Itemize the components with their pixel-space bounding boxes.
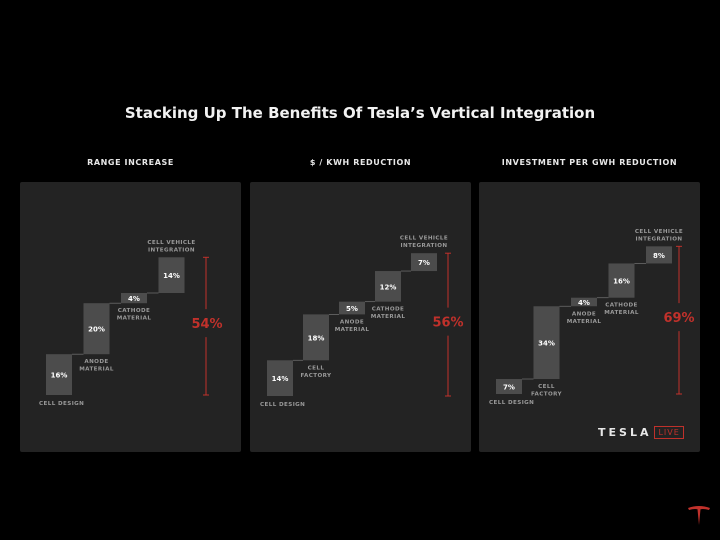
category-label-line: MATERIAL: [604, 310, 639, 316]
category-label-line: MATERIAL: [567, 319, 602, 325]
category-label-line: ANODE: [340, 319, 364, 325]
bar-value-label: 5%: [346, 305, 358, 313]
category-label-line: ANODE: [84, 359, 108, 365]
category-label-line: CELL: [538, 384, 555, 390]
category-label: CELL DESIGN: [260, 402, 305, 408]
category-label-line: INTEGRATION: [148, 247, 195, 253]
category-label-line: CELL VEHICLE: [147, 240, 195, 246]
bar-value-label: 16%: [613, 278, 630, 286]
total-label: 56%: [432, 316, 463, 331]
bar-value-label: 14%: [272, 375, 289, 383]
waterfall-bar: [339, 301, 365, 315]
category-label: CELL FACTORY: [300, 365, 332, 379]
category-label: CELL VEHICLE INTEGRATION: [635, 229, 683, 243]
live-badge: LIVE: [654, 425, 684, 439]
waterfall-bar: [121, 293, 147, 304]
category-label: CELL FACTORY: [531, 384, 563, 398]
bar-value-label: 14%: [163, 272, 180, 280]
chart-panel-kwh: 14% CELL DESIGN 18% CELL FACTORY 5% ANODE MATER…: [250, 182, 471, 452]
bar-value-label: 20%: [88, 326, 105, 334]
category-label-line: CELL: [308, 365, 325, 371]
waterfall-bar: [375, 271, 401, 302]
category-label: CELL DESIGN: [39, 401, 84, 407]
tesla-t-icon: [688, 506, 710, 525]
category-label-line: FACTORY: [300, 373, 332, 379]
waterfall-bar: [571, 297, 597, 307]
waterfall-bar: [533, 306, 560, 380]
bar-value-label: 4%: [578, 299, 590, 307]
category-label-line: INTEGRATION: [401, 243, 448, 249]
category-label: CATHODE MATERIAL: [117, 308, 152, 322]
category-label: CATHODE MATERIAL: [604, 303, 639, 317]
waterfall-bar: [411, 253, 437, 272]
bar-value-label: 34%: [538, 340, 555, 348]
category-label-line: CELL VEHICLE: [635, 229, 683, 235]
category-label: CELL VEHICLE INTEGRATION: [400, 236, 448, 250]
chart-3-title: INVESTMENT PER GWH REDUCTION: [501, 158, 678, 167]
category-label: ANODE MATERIAL: [335, 319, 370, 333]
bar-value-label: 7%: [503, 384, 515, 392]
bar-value-label: 7%: [418, 259, 430, 267]
category-label-line: MATERIAL: [335, 327, 370, 333]
waterfall-bar: [158, 257, 185, 293]
waterfall-bar: [83, 303, 110, 355]
category-label-line: MATERIAL: [117, 316, 152, 322]
category-label-line: CATHODE: [605, 303, 638, 309]
category-label-line: CELL DESIGN: [260, 402, 305, 408]
bar-value-label: 8%: [653, 252, 665, 260]
waterfall-bar: [267, 360, 293, 396]
chart-3-svg: 7% CELL DESIGN 34% CELL FACTORY 4% ANODE MATERI…: [489, 229, 695, 406]
category-label-line: ANODE: [572, 311, 596, 317]
category-label-line: CELL DESIGN: [39, 401, 84, 407]
waterfall-bar: [496, 379, 522, 394]
chart-1-title: RANGE INCREASE: [87, 158, 174, 167]
chart-1-svg: 16% CELL DESIGN 20% ANODE MATERIAL 4% CATHODE M…: [39, 240, 223, 407]
category-label-line: INTEGRATION: [636, 236, 683, 242]
category-label-line: CATHODE: [372, 307, 405, 313]
waterfall-bar: [608, 263, 635, 298]
chart-panel-investment: 7% CELL DESIGN 34% CELL FACTORY 4% ANODE MATERI…: [479, 182, 700, 452]
chart-2-svg: 14% CELL DESIGN 18% CELL FACTORY 5% ANODE MATER…: [260, 236, 464, 408]
total-label: 69%: [663, 311, 694, 326]
category-label-line: CELL VEHICLE: [400, 236, 448, 242]
category-label: ANODE MATERIAL: [567, 311, 602, 325]
category-label: CATHODE MATERIAL: [371, 307, 406, 321]
category-label-line: CELL DESIGN: [489, 400, 534, 406]
waterfall-bar: [46, 354, 72, 395]
tesla-live-logo: TESLA LIVE: [598, 425, 684, 439]
bar-value-label: 4%: [128, 295, 140, 303]
total-label: 54%: [191, 317, 222, 332]
page-title: Stacking Up The Benefits Of Tesla’s Vert…: [124, 104, 596, 122]
bar-value-label: 16%: [51, 372, 68, 380]
category-label-line: CATHODE: [118, 308, 151, 314]
category-label-line: FACTORY: [531, 392, 563, 398]
category-label: CELL VEHICLE INTEGRATION: [147, 240, 195, 254]
category-label: ANODE MATERIAL: [79, 359, 114, 373]
bar-value-label: 12%: [380, 283, 397, 291]
category-label: CELL DESIGN: [489, 400, 534, 406]
category-label-line: MATERIAL: [371, 314, 406, 320]
tesla-wordmark: TESLA: [598, 425, 652, 439]
waterfall-bar: [303, 314, 329, 361]
category-label-line: MATERIAL: [79, 367, 114, 373]
bar-value-label: 18%: [308, 334, 325, 342]
waterfall-bar: [646, 246, 672, 264]
chart-panel-range: 16% CELL DESIGN 20% ANODE MATERIAL 4% CATHODE M…: [20, 182, 241, 452]
chart-2-title: $ / KWH REDUCTION: [309, 158, 412, 167]
